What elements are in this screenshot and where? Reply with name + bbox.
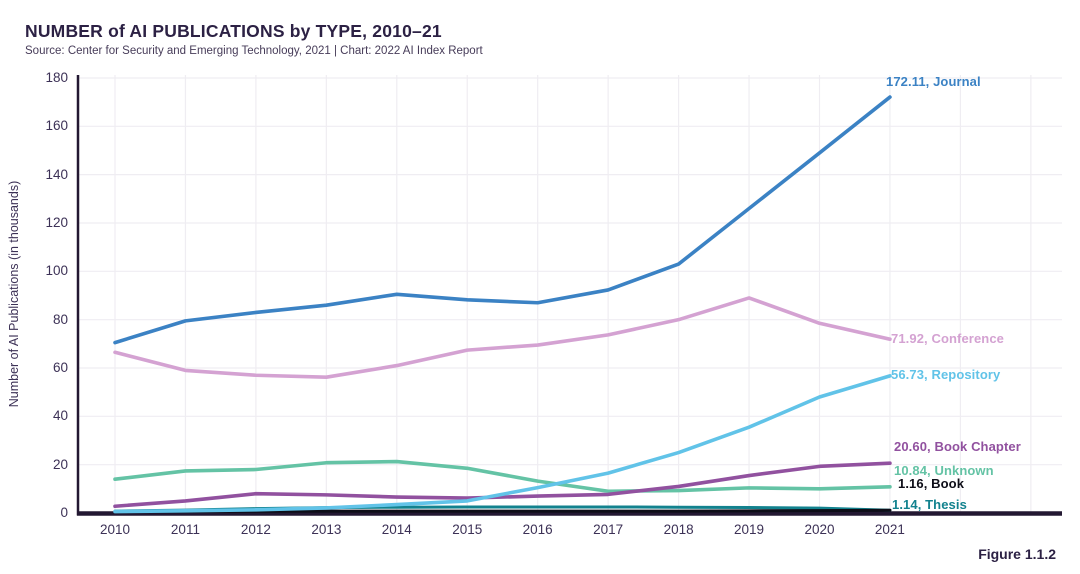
- series-line-repository: [113, 374, 892, 514]
- x-tick-label: 2015: [452, 522, 483, 537]
- x-tick-label: 2010: [99, 522, 131, 537]
- y-tick-label: 20: [52, 456, 68, 472]
- y-tick-label: 0: [60, 505, 68, 520]
- series-end-label-book: 1.16, Book: [898, 476, 965, 492]
- y-tick-label: 80: [52, 311, 68, 327]
- x-tick-label: 2019: [734, 522, 765, 537]
- y-tick-label: 160: [45, 118, 68, 134]
- series-line-journal: [113, 95, 892, 345]
- series-line-book-chapter: [113, 461, 892, 509]
- series-line-conference: [113, 296, 892, 379]
- series-end-label-book-chapter: 20.60, Book Chapter: [894, 439, 1021, 455]
- chart-title: NUMBER of AI PUBLICATIONS by TYPE, 2010–…: [25, 21, 442, 41]
- figure-caption: Figure 1.1.2: [978, 546, 1056, 562]
- y-tick-label: 140: [45, 166, 68, 182]
- series-end-label-thesis: 1.14, Thesis: [892, 497, 967, 513]
- x-tick-label: 2012: [240, 522, 271, 537]
- x-tick-label: 2016: [522, 522, 553, 537]
- x-tick-label: 2018: [663, 522, 694, 537]
- x-tick-label: 2014: [381, 522, 412, 537]
- y-tick-label: 100: [45, 263, 68, 279]
- y-tick-label: 60: [52, 359, 68, 375]
- x-tick-label: 2020: [804, 522, 835, 537]
- series-end-label-unknown: 10.84, Unknown: [894, 462, 994, 478]
- series-end-label-conference: 71.92, Conference: [891, 331, 1004, 347]
- y-tick-label: 40: [52, 408, 68, 424]
- series-line-unknown: [113, 459, 892, 494]
- x-tick-label: 2011: [170, 522, 200, 537]
- y-tick-label: 120: [45, 214, 68, 230]
- y-tick-label: 180: [45, 69, 68, 85]
- chart-source-note: Source: Center for Security and Emerging…: [25, 45, 483, 57]
- series-end-label-repository: 56.73, Repository: [891, 366, 1001, 382]
- series-end-label-journal: 172.11, Journal: [886, 74, 981, 90]
- x-tick-label: 2013: [311, 522, 342, 537]
- x-tick-label: 2017: [593, 522, 624, 537]
- x-tick-label: 2021: [874, 522, 905, 537]
